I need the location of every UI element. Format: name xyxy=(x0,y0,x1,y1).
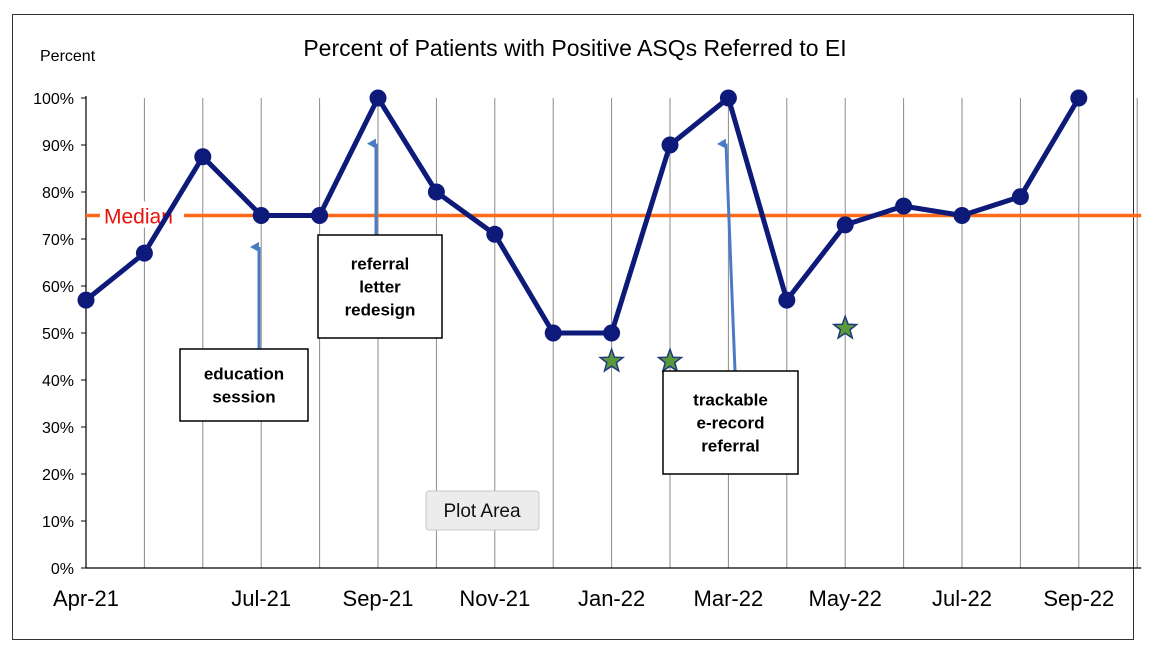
annotation-box xyxy=(179,348,309,422)
median-label: Median xyxy=(104,206,173,229)
series-line xyxy=(84,95,1081,336)
axes xyxy=(85,96,1142,569)
y-tick-label: 50% xyxy=(42,326,74,343)
data-point-Jul-21[interactable] xyxy=(252,207,270,224)
annotation-text: session xyxy=(212,388,275,407)
annotation-text: trackable xyxy=(693,391,768,410)
x-tick-label: May-22 xyxy=(809,586,882,611)
grid-lines xyxy=(143,98,1138,568)
annotation-text: e-record xyxy=(696,414,764,433)
data-point-Nov-21[interactable] xyxy=(486,225,504,243)
y-tick-label: 90% xyxy=(42,138,74,155)
y-tick-label: 80% xyxy=(42,185,74,202)
x-tick-label: Jan-22 xyxy=(578,586,645,611)
y-tick-label: 40% xyxy=(42,373,74,390)
annotation-text: education xyxy=(204,365,284,384)
y-tick-label: 70% xyxy=(42,232,74,249)
data-point-Aug-21[interactable] xyxy=(311,207,329,224)
y-tick-label: 10% xyxy=(42,514,74,531)
star-markers xyxy=(598,314,859,373)
annotation-box xyxy=(317,234,443,339)
x-tick-label: Jul-21 xyxy=(231,586,291,611)
x-tick-label: Mar-22 xyxy=(694,586,764,611)
data-point-Jan-22[interactable] xyxy=(603,324,621,342)
data-point-Jul-22[interactable] xyxy=(953,207,971,224)
tooltip-text: Plot Area xyxy=(443,501,521,522)
annotation-arrow xyxy=(717,138,737,372)
y-axis-label: Percent xyxy=(40,48,96,65)
x-tick-label: Nov-21 xyxy=(459,586,530,611)
data-point-Sep-22[interactable] xyxy=(1070,89,1088,107)
annotation-text: referral xyxy=(701,437,760,456)
y-axis-ticks: 0% 10% 20% 30% 40% 50% 60% 70% 80% 90% 100% xyxy=(33,91,86,578)
x-tick-label: Apr-21 xyxy=(53,586,119,611)
data-point-Oct-21[interactable] xyxy=(427,183,445,201)
y-tick-label: 20% xyxy=(42,467,74,484)
data-point-Jun-22[interactable] xyxy=(895,197,913,215)
star-icon xyxy=(831,314,859,340)
annotation-text: redesign xyxy=(345,301,416,320)
plot-area-tooltip: Plot Area xyxy=(425,490,540,531)
annotations: education session referral letter redesign tr… xyxy=(179,138,799,475)
star-icon xyxy=(598,346,626,373)
x-tick-label: Sep-22 xyxy=(1043,586,1114,611)
y-tick-label: 100% xyxy=(33,91,74,108)
annotation-text: referral xyxy=(351,255,410,274)
data-point-Feb-22[interactable] xyxy=(661,136,679,154)
annotation-box xyxy=(662,370,799,475)
annotation-text: letter xyxy=(359,278,401,297)
y-tick-label: 30% xyxy=(42,420,74,437)
data-point-Apr-21[interactable] xyxy=(77,291,95,309)
x-axis-ticks: Apr-21 Jul-21 Sep-21 Nov-21 Jan-22 Mar-22 May-… xyxy=(53,586,1114,611)
x-tick-label: Jul-22 xyxy=(932,586,992,611)
data-point-Apr-22[interactable] xyxy=(778,291,796,309)
x-tick-label: Sep-21 xyxy=(343,586,414,611)
data-point-Mar-22[interactable] xyxy=(719,89,737,107)
data-point-Dec-21[interactable] xyxy=(544,324,562,342)
chart-title: Percent of Patients with Positive ASQs R… xyxy=(303,35,846,61)
data-point-Aug-22[interactable] xyxy=(1011,188,1029,206)
data-point-May-22[interactable] xyxy=(836,216,854,234)
data-point-May-21[interactable] xyxy=(135,244,153,262)
chart-frame xyxy=(12,14,1134,640)
series-group xyxy=(77,89,1088,342)
data-point-Jun-21[interactable] xyxy=(194,148,212,166)
data-point-Sep-21[interactable] xyxy=(369,89,387,107)
y-tick-label: 0% xyxy=(51,561,74,578)
tooltip-box xyxy=(425,490,540,531)
median-line-group: Median xyxy=(86,201,1142,229)
star-icon xyxy=(656,346,684,373)
y-tick-label: 60% xyxy=(42,279,74,296)
